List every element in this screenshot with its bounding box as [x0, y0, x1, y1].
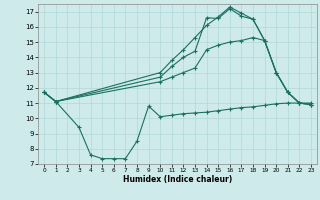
X-axis label: Humidex (Indice chaleur): Humidex (Indice chaleur) — [123, 175, 232, 184]
